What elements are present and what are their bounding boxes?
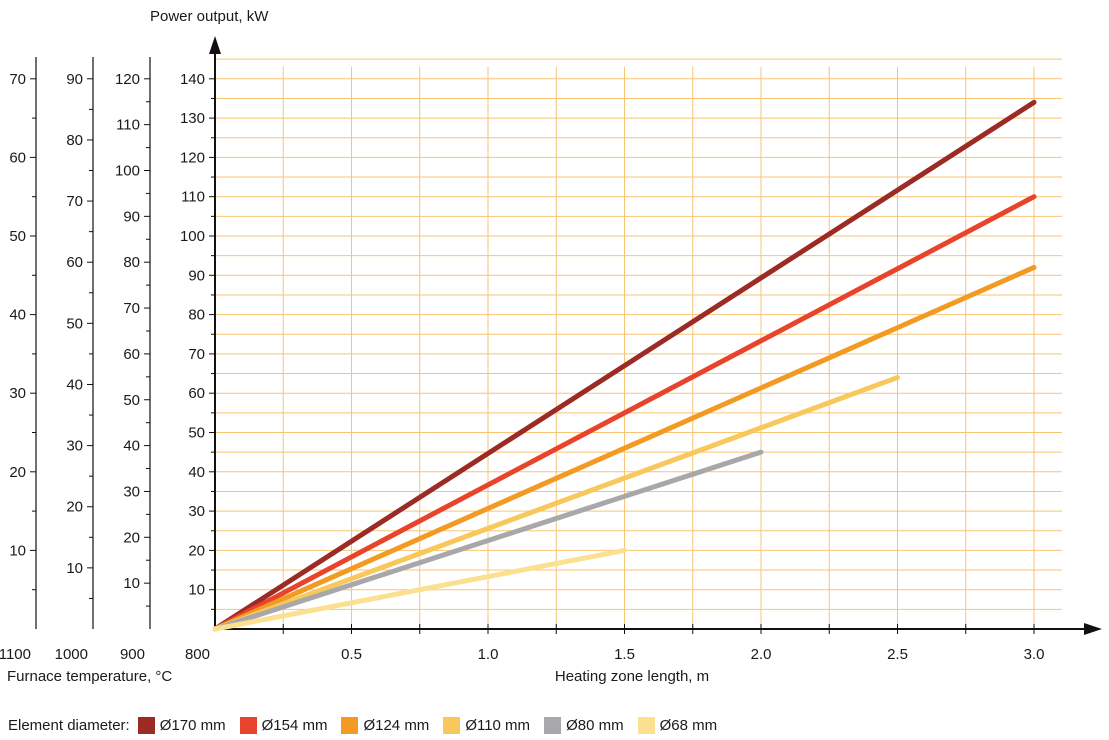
y-tick-label: 10 (9, 542, 26, 559)
y-tick-label: 90 (188, 267, 205, 284)
y-tick-label: 40 (66, 376, 83, 393)
legend-swatch (443, 716, 461, 734)
y-tick-label: 20 (188, 542, 205, 559)
legend-item: Ø80 mm (544, 716, 624, 734)
temperature-label: 1000 (55, 646, 88, 663)
legend-item: Ø170 mm (137, 716, 226, 734)
y-tick-label: 110 (181, 189, 205, 206)
y-tick-label: 130 (180, 110, 205, 127)
y-tick-label: 140 (180, 71, 205, 88)
x-tick-label: 2.5 (887, 646, 908, 663)
temperature-label: 1100 (0, 646, 31, 663)
series-line (212, 99, 1037, 632)
series-line (212, 374, 900, 632)
y-tick-label: 110 (116, 117, 140, 134)
x-axis-arrow-icon (1084, 623, 1102, 635)
legend-item: Ø124 mm (341, 716, 430, 734)
y-tick-label: 30 (188, 503, 205, 520)
y-tick-label: 10 (123, 575, 140, 592)
y-tick-label: 70 (9, 71, 26, 88)
y-tick-label: 80 (66, 132, 83, 149)
y-tick-label: 30 (123, 483, 140, 500)
legend: Element diameter: Ø170 mm Ø154 mm Ø124 mm Ø… (8, 714, 731, 736)
y-tick-label: 90 (66, 71, 83, 88)
x-tick-label: 1.5 (614, 646, 635, 663)
legend-swatch (341, 716, 359, 734)
temperature-axis-title: Furnace temperature, °C (7, 668, 172, 685)
y-tick-label: 40 (9, 307, 26, 324)
y-tick-label: 30 (66, 438, 83, 455)
y-tick-label: 40 (123, 438, 140, 455)
y-tick-label: 60 (66, 254, 83, 271)
legend-item: Ø68 mm (637, 716, 718, 734)
y-axis-title: Power output, kW (150, 8, 269, 25)
y-tick-label: 20 (9, 464, 26, 481)
legend-item-label: Ø110 mm (465, 716, 531, 734)
y-tick-label: 80 (188, 307, 205, 324)
legend-item-label: Ø80 mm (566, 716, 624, 734)
y-tick-label: 60 (9, 149, 26, 166)
y-tick-label: 50 (123, 392, 140, 409)
legend-item: Ø154 mm (239, 716, 328, 734)
x-tick-label: 0.5 (341, 646, 362, 663)
y-tick-label: 100 (115, 163, 140, 180)
legend-swatch (544, 716, 562, 734)
temperature-label: 800 (185, 646, 210, 663)
y-tick-label: 60 (188, 385, 205, 402)
y-tick-label: 30 (9, 385, 26, 402)
y-tick-label: 100 (180, 228, 205, 245)
legend-item-label: Ø68 mm (659, 716, 718, 734)
legend-swatch (637, 716, 655, 734)
series-line (212, 449, 764, 632)
series-line (212, 264, 1037, 632)
series-line (212, 194, 1037, 632)
x-axis-title: Heating zone length, m (555, 668, 709, 685)
y-tick-label: 50 (9, 228, 26, 245)
x-tick-label: 1.0 (478, 646, 499, 663)
legend-swatch (239, 716, 257, 734)
y-tick-label: 70 (123, 300, 140, 317)
y-tick-label: 90 (123, 208, 140, 225)
y-tick-label: 50 (66, 315, 83, 332)
y-tick-label: 20 (66, 499, 83, 516)
legend-items: Ø170 mm Ø154 mm Ø124 mm Ø110 mm Ø80 mm Ø68 mm (137, 716, 731, 734)
series-line (212, 547, 627, 632)
x-tick-label: 3.0 (1024, 646, 1045, 663)
y-tick-label: 60 (123, 346, 140, 363)
x-tick-label: 2.0 (751, 646, 772, 663)
legend-item-label: Ø154 mm (261, 716, 328, 734)
chart: 0.5 1.0 1.5 2.0 2.5 3.0 Power output, kW Heatin… (0, 8, 1102, 685)
y-tick-label: 10 (188, 582, 205, 599)
y-tick-label: 20 (123, 529, 140, 546)
legend-label: Element diameter: (8, 716, 130, 734)
y-tick-label: 50 (188, 425, 205, 442)
y-tick-label: 120 (180, 149, 205, 166)
legend-swatch (137, 716, 155, 734)
legend-item-label: Ø170 mm (159, 716, 226, 734)
legend-item-label: Ø124 mm (363, 716, 430, 734)
y-tick-label: 120 (115, 71, 140, 88)
y-tick-label: 70 (66, 193, 83, 210)
y-tick-label: 40 (188, 464, 205, 481)
y-tick-label: 80 (123, 254, 140, 271)
y-axis-arrow-icon (209, 36, 221, 54)
temperature-label: 900 (120, 646, 145, 663)
legend-item: Ø110 mm (443, 716, 531, 734)
y-tick-label: 70 (188, 346, 205, 363)
y-tick-label: 10 (66, 560, 83, 577)
